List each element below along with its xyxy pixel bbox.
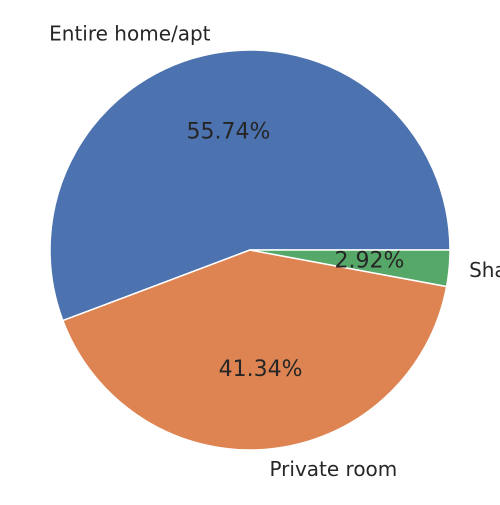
slice-percent-label-2: 2.92%: [335, 248, 405, 273]
slice-percent-label-0: 55.74%: [187, 119, 271, 144]
slice-category-label-0: Entire home/apt: [49, 22, 211, 46]
pie-slice-1: [62, 249, 448, 451]
slice-category-label-2: Shared room: [469, 258, 500, 282]
pie-slice-0: [49, 49, 451, 322]
pie-slice-2: [249, 249, 451, 288]
slice-percent-label-1: 41.34%: [219, 357, 303, 382]
slice-category-label-1: Private room: [269, 457, 397, 481]
pie-slices: [49, 49, 451, 451]
pie-labels: 55.74% Entire home/apt 41.34% Private room 2…: [49, 22, 500, 482]
